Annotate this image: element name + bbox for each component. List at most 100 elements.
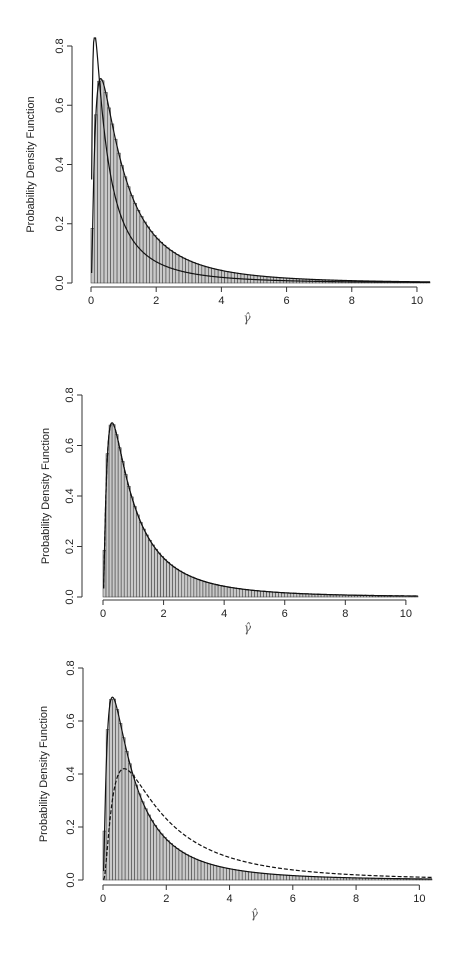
histogram-bar <box>257 590 261 598</box>
y-tick-label: 0.2 <box>54 216 66 231</box>
histogram-bar <box>223 586 228 598</box>
histogram-bar <box>175 568 179 598</box>
histogram-bar <box>131 774 135 881</box>
x-tick-label: 10 <box>411 295 423 307</box>
histogram-bar <box>114 434 119 598</box>
histogram-bar <box>200 861 205 881</box>
histogram-bar <box>126 486 131 598</box>
histogram-bar <box>116 152 121 284</box>
histogram-bar <box>289 875 294 881</box>
histogram-bar <box>254 590 258 598</box>
histogram-bar <box>147 814 151 881</box>
histogram-bar <box>248 589 252 598</box>
histogram-bar <box>143 808 148 881</box>
histogram-bar <box>257 872 262 881</box>
y-axis-label: Probability Density Function <box>40 428 52 564</box>
histogram-bar <box>172 566 176 598</box>
histogram-bar <box>210 864 214 881</box>
histogram-bar <box>121 737 126 881</box>
x-axis-symbol: γ̂ <box>244 621 252 635</box>
histogram-bar <box>204 266 209 284</box>
histogram-bar <box>187 575 192 598</box>
histogram-bar <box>129 496 134 598</box>
histogram-bar <box>109 699 113 881</box>
histogram-bar <box>168 250 173 284</box>
x-tick-label: 2 <box>163 893 169 905</box>
histogram-bar <box>154 548 158 598</box>
x-tick-label: 10 <box>413 893 425 905</box>
histogram-bar <box>103 92 108 284</box>
histogram-bar <box>254 872 259 881</box>
histogram-bar <box>178 570 183 598</box>
y-tick-label: 0.6 <box>64 438 76 453</box>
histogram-bar <box>219 866 224 881</box>
histogram-bar <box>251 872 256 881</box>
histogram-bar <box>205 582 210 598</box>
histogram-bar <box>156 829 161 881</box>
density-curve-1 <box>103 696 432 880</box>
y-tick-label: 0.4 <box>54 157 66 172</box>
y-tick-label: 0.6 <box>65 713 77 728</box>
histogram-bar <box>222 867 227 881</box>
histogram-bar <box>235 869 240 881</box>
y-tick-label: 0.2 <box>64 539 76 554</box>
y-tick-label: 0.6 <box>54 98 66 113</box>
x-axis-symbol: γ̂ <box>251 907 259 921</box>
histogram-bar <box>188 260 193 284</box>
histogram-bar <box>165 247 170 284</box>
histogram-bar <box>208 582 213 598</box>
x-tick-label: 8 <box>349 295 355 307</box>
x-tick-label: 10 <box>400 608 412 620</box>
histogram-bar <box>198 264 203 284</box>
histogram-bar <box>272 591 276 598</box>
histogram-bar <box>157 552 161 598</box>
histogram-bar <box>213 865 218 881</box>
y-tick-label: 0.0 <box>54 275 66 290</box>
histogram-bar <box>110 123 115 284</box>
histogram-bar <box>172 845 177 881</box>
y-tick-label: 0.4 <box>64 488 76 503</box>
density-curve-2 <box>91 77 431 283</box>
histogram-bar <box>242 589 246 598</box>
histogram-bar <box>263 591 267 598</box>
histogram-bar <box>145 534 149 598</box>
histogram-bar <box>269 591 273 598</box>
histogram-bar <box>279 874 284 881</box>
histogram-bar <box>241 870 246 881</box>
histogram-bar <box>248 871 252 881</box>
x-tick-label: 6 <box>284 295 290 307</box>
histogram-bar <box>208 267 212 284</box>
histogram-bar <box>216 866 221 881</box>
histogram-bar <box>188 855 192 881</box>
histogram-bar <box>232 869 237 881</box>
histogram-bar <box>117 447 122 598</box>
histogram-bar <box>142 528 146 598</box>
y-tick-label: 0.2 <box>65 819 77 834</box>
histogram-bar <box>229 587 234 598</box>
density-curve-1 <box>91 37 430 284</box>
histogram-bar <box>191 262 196 284</box>
chart-panel-middle: 0.0 0.2 0.4 0.6 0.8 0 2 4 6 8 10 Probability Densit… <box>40 387 419 635</box>
histogram-bar <box>134 784 139 881</box>
histogram-bar <box>162 244 167 284</box>
histogram-bar <box>133 506 137 598</box>
histogram-bar <box>107 107 111 284</box>
histogram-bar <box>115 709 120 881</box>
histogram-bar <box>217 585 222 598</box>
histogram-bar <box>199 580 204 598</box>
y-tick-label: 0.8 <box>64 387 76 402</box>
histogram-bar <box>184 574 189 598</box>
chart-panel-bottom: 0.0 0.2 0.4 0.6 0.8 0 2 4 6 8 10 Probability Densit… <box>38 660 433 921</box>
histogram-bar <box>175 254 180 284</box>
histogram-bar <box>201 265 206 284</box>
histogram-bar <box>203 862 208 881</box>
histogram-bar <box>172 252 177 284</box>
histogram-bar <box>178 256 183 284</box>
histogram-bar <box>181 257 186 284</box>
histogram-bar <box>270 873 275 881</box>
histogram-bar <box>118 723 123 881</box>
histogram-bar <box>155 238 160 284</box>
x-tick-label: 0 <box>88 295 94 307</box>
histogram-bar <box>207 863 211 881</box>
